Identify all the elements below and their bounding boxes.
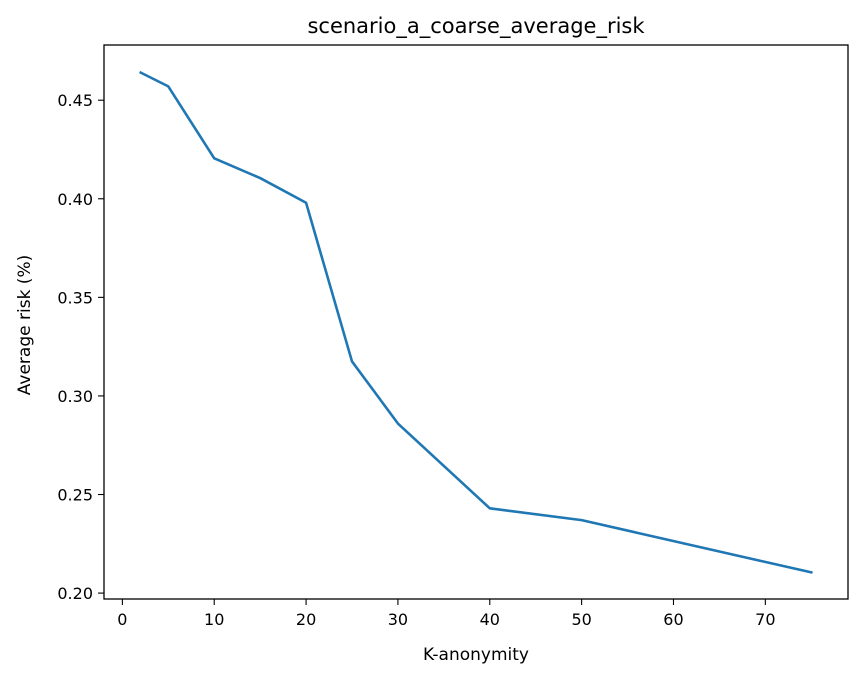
x-tick-label: 20 [296, 610, 316, 629]
y-tick-label: 0.30 [57, 387, 93, 406]
y-tick-label: 0.45 [57, 91, 93, 110]
x-axis-label: K-anonymity [423, 645, 529, 665]
x-tick-label: 40 [480, 610, 500, 629]
x-tick-label: 0 [117, 610, 127, 629]
x-tick-label: 10 [204, 610, 224, 629]
x-tick-label: 30 [388, 610, 408, 629]
y-tick-label: 0.35 [57, 288, 93, 307]
x-tick-label: 60 [663, 610, 683, 629]
series-line-0 [138, 70, 813, 574]
y-tick-label: 0.25 [57, 486, 93, 505]
x-tick-label: 70 [755, 610, 775, 629]
chart-title: scenario_a_coarse_average_risk [307, 14, 645, 39]
plot-area: 0 10 20 30 40 50 60 70 0.20 0.25 0.30 0.35 0.40 0.45 [57, 44, 849, 629]
y-tick-label: 0.20 [57, 584, 93, 603]
y-tick-label: 0.40 [57, 190, 93, 209]
y-axis-label: Average risk (%) [15, 255, 35, 395]
x-tick-label: 50 [571, 610, 591, 629]
plot-frame [103, 44, 849, 600]
